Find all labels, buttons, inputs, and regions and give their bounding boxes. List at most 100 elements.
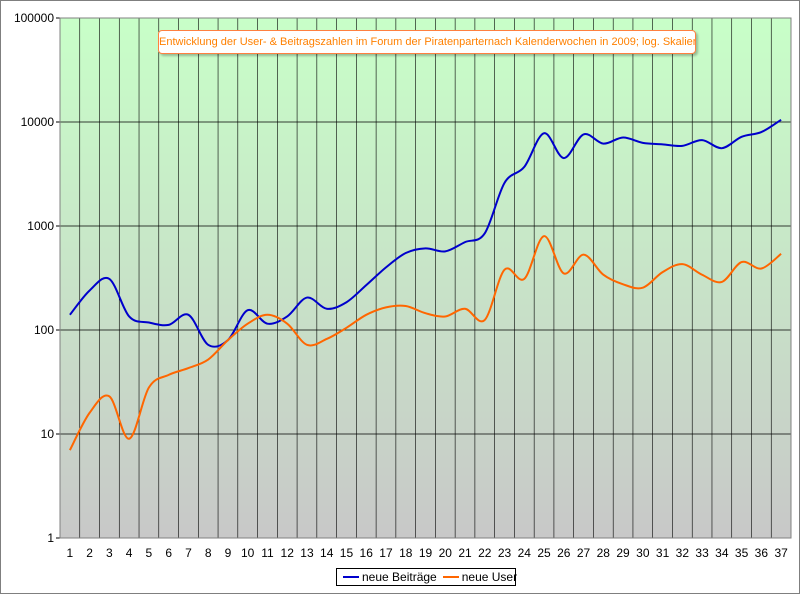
data-point-user xyxy=(464,308,466,310)
data-point-user xyxy=(286,323,288,325)
data-point-beitraege xyxy=(187,314,189,316)
data-point-user xyxy=(187,367,189,369)
data-point-user xyxy=(168,374,170,376)
data-point-beitraege xyxy=(128,315,130,317)
data-point-beitraege xyxy=(326,308,328,310)
x-tick-label: 8 xyxy=(205,546,212,560)
y-tick-label: 100000 xyxy=(14,11,54,25)
data-point-beitraege xyxy=(444,250,446,252)
data-point-beitraege xyxy=(108,278,110,280)
data-point-beitraege xyxy=(405,252,407,254)
y-tick-label: 1 xyxy=(47,531,54,545)
x-tick-label: 23 xyxy=(498,546,512,560)
data-point-beitraege xyxy=(543,132,545,134)
data-point-beitraege xyxy=(148,322,150,324)
data-point-beitraege xyxy=(741,136,743,138)
x-tick-label: 10 xyxy=(241,546,255,560)
data-point-user xyxy=(662,271,664,273)
x-tick-label: 11 xyxy=(261,546,274,560)
x-tick-label: 22 xyxy=(478,546,492,560)
x-tick-label: 12 xyxy=(281,546,295,560)
data-point-user xyxy=(345,327,347,329)
data-point-beitraege xyxy=(168,324,170,326)
x-tick-label: 13 xyxy=(300,546,314,560)
legend-label-user: neue User xyxy=(461,570,518,584)
data-point-user xyxy=(385,306,387,308)
data-point-beitraege xyxy=(760,131,762,133)
y-tick-label: 1000 xyxy=(27,219,54,233)
data-point-beitraege xyxy=(780,119,782,121)
data-point-beitraege xyxy=(681,145,683,147)
x-tick-label: 31 xyxy=(656,546,670,560)
data-point-user xyxy=(306,344,308,346)
x-tick-label: 36 xyxy=(755,546,769,560)
data-point-beitraege xyxy=(464,241,466,243)
y-tick-label: 10000 xyxy=(21,115,55,129)
data-point-user xyxy=(681,263,683,265)
data-point-beitraege xyxy=(583,133,585,135)
data-point-beitraege xyxy=(504,182,506,184)
x-tick-label: 2 xyxy=(86,546,93,560)
data-point-beitraege xyxy=(602,143,604,145)
x-tick-label: 30 xyxy=(636,546,650,560)
data-point-beitraege xyxy=(207,344,209,346)
data-point-beitraege xyxy=(563,157,565,159)
data-point-user xyxy=(207,359,209,361)
data-point-user xyxy=(444,315,446,317)
legend-item-beitraege: neue Beiträge xyxy=(343,570,437,584)
legend-swatch-beitraege xyxy=(343,576,359,578)
series-line-beitraege xyxy=(69,118,782,348)
x-tick-label: 4 xyxy=(126,546,133,560)
x-tick-label: 1 xyxy=(67,546,74,560)
data-point-user xyxy=(227,339,229,341)
x-tick-label: 24 xyxy=(518,546,532,560)
legend: neue Beiträge neue User xyxy=(336,568,518,586)
data-point-beitraege xyxy=(306,297,308,299)
data-point-beitraege xyxy=(286,315,288,317)
legend-item-user: neue User xyxy=(442,570,518,584)
data-point-beitraege xyxy=(266,323,268,325)
data-point-user xyxy=(543,235,545,237)
x-tick-label: 17 xyxy=(379,546,393,560)
data-point-user xyxy=(266,314,268,316)
data-point-user xyxy=(622,283,624,285)
x-tick-label: 9 xyxy=(225,546,232,560)
y-tick-label: 100 xyxy=(34,323,54,337)
data-point-beitraege xyxy=(425,247,427,249)
data-point-user xyxy=(128,438,130,440)
y-axis: 1 10 100 1000 10000 100000 xyxy=(14,11,60,545)
plot-area xyxy=(60,18,791,538)
data-point-beitraege xyxy=(642,142,644,144)
data-point-user xyxy=(701,274,703,276)
x-tick-label: 37 xyxy=(774,546,788,560)
data-point-beitraege xyxy=(622,136,624,138)
legend-label-beitraege: neue Beiträge xyxy=(362,570,437,584)
legend-swatch-user xyxy=(442,576,459,578)
data-point-user xyxy=(523,278,525,280)
x-tick-label: 7 xyxy=(185,546,192,560)
data-point-beitraege xyxy=(247,309,249,311)
x-tick-label: 28 xyxy=(597,546,611,560)
data-point-beitraege xyxy=(662,143,664,145)
x-tick-label: 16 xyxy=(360,546,374,560)
x-tick-label: 32 xyxy=(676,546,690,560)
data-point-user xyxy=(504,269,506,271)
x-tick-label: 14 xyxy=(320,546,334,560)
data-point-user xyxy=(741,261,743,263)
x-tick-label: 34 xyxy=(715,546,729,560)
y-tick-label: 10 xyxy=(41,427,55,441)
data-point-beitraege xyxy=(484,232,486,234)
x-tick-label: 21 xyxy=(458,546,472,560)
data-point-user xyxy=(583,254,585,256)
data-point-user xyxy=(89,412,91,414)
data-point-user xyxy=(563,272,565,274)
data-point-user xyxy=(405,305,407,307)
chart-title: Entwicklung der User- & Beitragszahlen i… xyxy=(158,30,696,54)
x-tick-label: 25 xyxy=(537,546,551,560)
data-point-user xyxy=(602,274,604,276)
x-tick-label: 29 xyxy=(616,546,630,560)
x-tick-label: 3 xyxy=(106,546,113,560)
data-point-beitraege xyxy=(523,166,525,168)
data-point-user xyxy=(780,253,782,255)
data-point-beitraege xyxy=(721,147,723,149)
